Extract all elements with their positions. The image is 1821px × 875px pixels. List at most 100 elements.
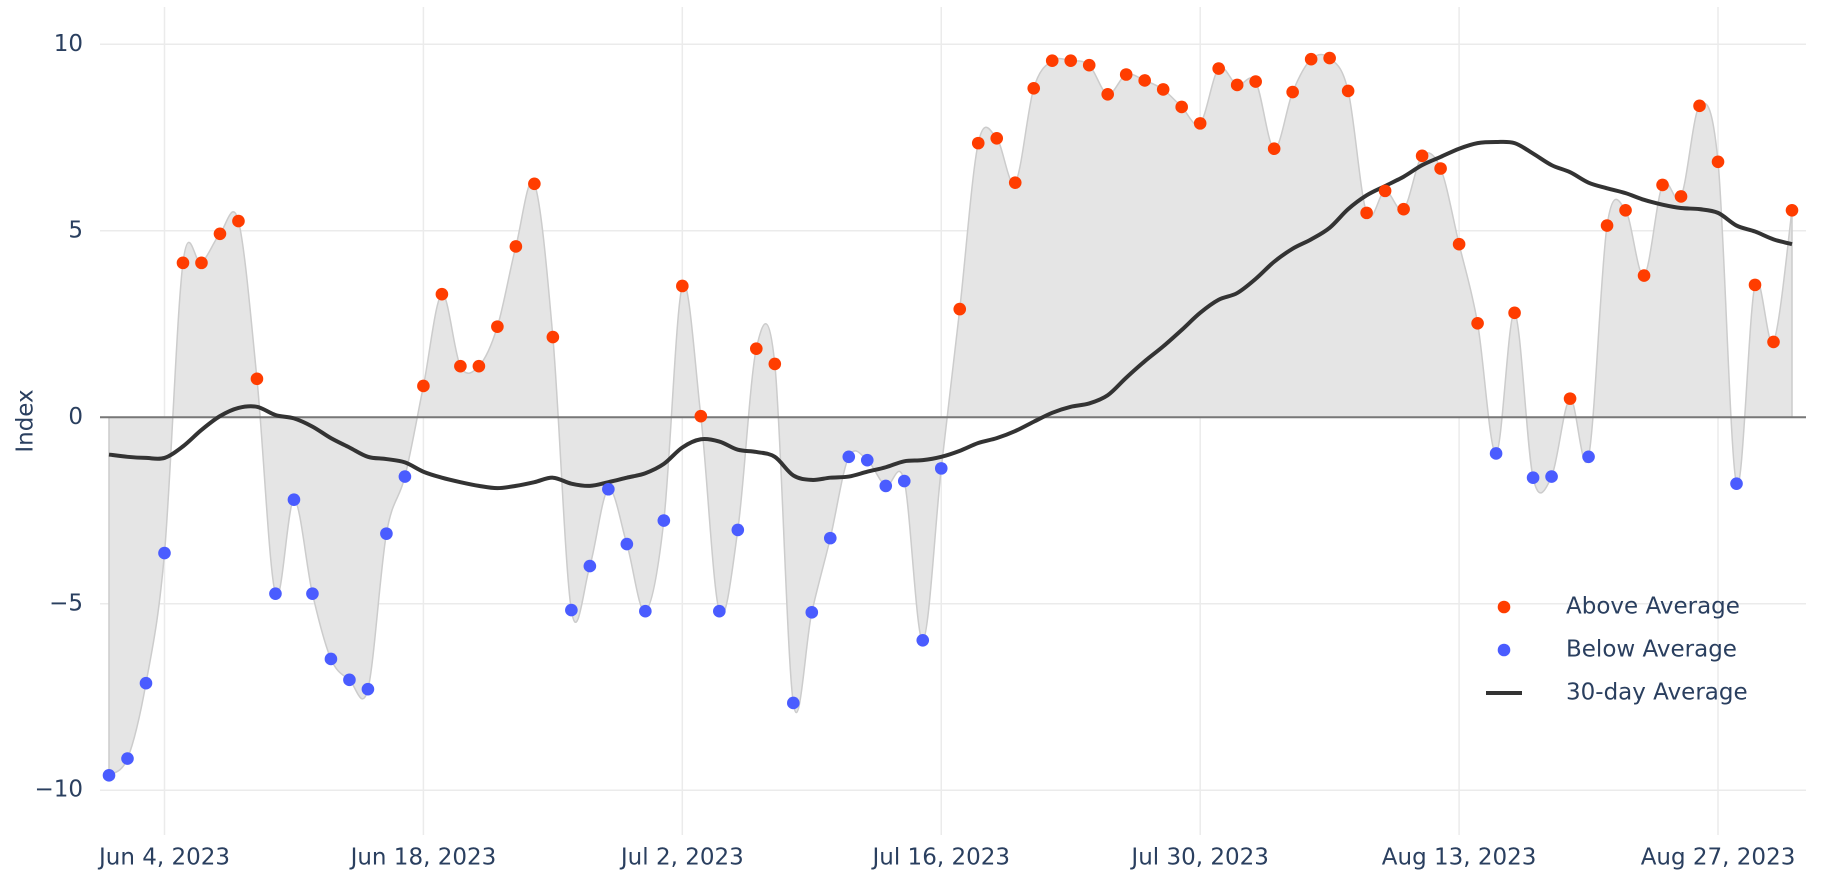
marker <box>990 131 1004 145</box>
x-tick-label: Aug 27, 2023 <box>1641 845 1796 871</box>
marker <box>398 470 412 483</box>
x-tick-label: Jun 4, 2023 <box>97 845 230 871</box>
marker <box>435 287 449 301</box>
marker <box>380 527 393 540</box>
marker <box>102 769 116 782</box>
marker <box>1193 117 1207 130</box>
marker <box>694 409 708 423</box>
marker <box>509 240 523 253</box>
marker <box>1101 87 1115 101</box>
marker <box>953 302 967 316</box>
marker <box>158 546 171 560</box>
marker <box>842 450 856 464</box>
marker <box>121 752 134 765</box>
marker <box>195 256 208 270</box>
marker <box>1748 278 1762 292</box>
marker <box>472 359 486 373</box>
marker <box>620 537 634 551</box>
marker <box>1230 78 1244 92</box>
marker <box>361 682 375 696</box>
marker <box>1175 100 1188 114</box>
marker <box>546 330 560 344</box>
marker <box>1619 203 1632 217</box>
marker <box>250 372 264 386</box>
marker <box>1434 162 1447 175</box>
marker <box>583 559 597 573</box>
marker <box>1508 306 1521 320</box>
marker <box>1767 335 1780 349</box>
marker <box>1119 68 1133 81</box>
marker <box>1452 237 1466 251</box>
x-tick-label: Jul 2, 2023 <box>619 845 744 871</box>
marker <box>324 652 338 666</box>
marker <box>1267 142 1281 156</box>
marker <box>1027 82 1041 95</box>
average-line <box>108 139 1793 491</box>
x-tick-label: Jul 30, 2023 <box>1129 845 1268 871</box>
marker <box>232 214 245 228</box>
marker <box>676 279 689 293</box>
marker <box>1785 203 1799 217</box>
marker <box>1138 74 1151 87</box>
marker <box>1045 54 1059 68</box>
x-tick-label: Jun 18, 2023 <box>349 845 497 871</box>
marker <box>1489 447 1503 460</box>
marker <box>916 634 930 647</box>
marker <box>565 603 578 617</box>
legend-label: 30-day Average <box>1566 680 1748 706</box>
marker <box>657 514 671 527</box>
marker <box>1656 178 1669 192</box>
marker <box>971 136 985 150</box>
marker <box>639 604 652 618</box>
marker <box>1600 219 1614 232</box>
marker <box>602 482 615 496</box>
legend-symbol <box>1497 643 1511 657</box>
marker <box>805 606 819 619</box>
marker <box>269 587 282 600</box>
marker <box>1730 477 1743 490</box>
marker <box>491 320 504 333</box>
marker <box>343 673 356 687</box>
marker <box>823 531 837 545</box>
y-tick-label: 10 <box>54 31 83 57</box>
marker <box>1545 470 1558 483</box>
marker <box>1397 202 1410 216</box>
marker <box>897 474 911 488</box>
y-tick-label: 5 <box>68 217 83 243</box>
marker <box>1693 99 1706 113</box>
marker <box>1415 149 1429 163</box>
y-tick-label: −5 <box>49 590 83 616</box>
marker <box>786 696 800 710</box>
legend-label: Above Average <box>1566 594 1740 620</box>
x-tick-label: Aug 13, 2023 <box>1382 845 1537 871</box>
marker <box>1360 206 1373 220</box>
marker <box>860 453 874 467</box>
marker <box>1526 471 1540 484</box>
y-axis-title: Index <box>13 389 39 452</box>
legend-label: Below Average <box>1566 637 1737 663</box>
marker <box>1212 62 1225 75</box>
marker <box>1082 58 1096 72</box>
marker <box>1304 52 1318 66</box>
marker <box>528 177 541 191</box>
x-tick-label: Jul 16, 2023 <box>871 845 1010 871</box>
marker <box>1674 190 1688 203</box>
marker <box>139 676 153 690</box>
marker <box>1064 54 1078 68</box>
marker <box>713 604 726 618</box>
legend-symbol <box>1497 600 1511 614</box>
marker <box>1637 269 1651 282</box>
marker <box>1323 51 1336 65</box>
marker <box>287 493 301 506</box>
marker <box>768 357 782 371</box>
marker <box>454 359 467 373</box>
marker <box>1286 85 1299 99</box>
marker <box>1249 75 1262 88</box>
marker <box>1471 316 1484 330</box>
marker <box>1008 176 1022 189</box>
marker <box>306 587 319 600</box>
marker <box>1378 184 1392 198</box>
marker <box>1711 155 1725 169</box>
marker <box>417 379 430 393</box>
